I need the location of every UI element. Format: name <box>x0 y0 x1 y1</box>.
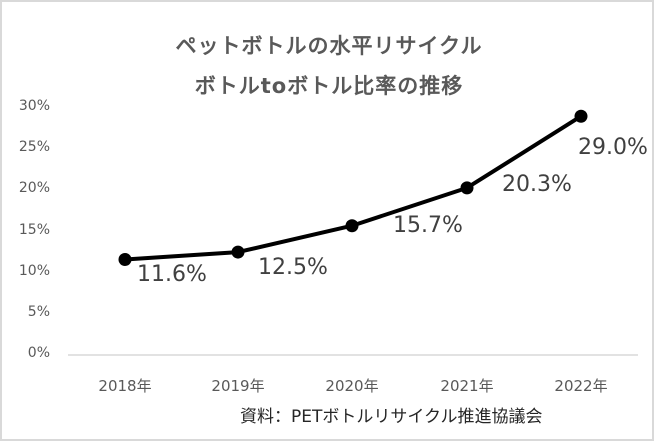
x-tick-2022: 2022年 <box>554 377 608 395</box>
x-tick-2021: 2021年 <box>440 377 494 395</box>
y-tick-25: 25% <box>18 139 50 155</box>
data-label-2019: 12.5% <box>258 255 328 280</box>
chart-title-line-1: ペットボトルの水平リサイクル <box>175 34 483 58</box>
source-note: 資料：PETボトルリサイクル推進協議会 <box>240 407 543 427</box>
series-markers <box>118 109 588 266</box>
x-tick-2020: 2020年 <box>325 377 379 395</box>
data-label-2022: 29.0% <box>578 135 648 160</box>
data-label-2018: 11.6% <box>137 262 207 287</box>
y-tick-10: 10% <box>18 263 50 279</box>
y-tick-0: 0% <box>27 345 50 361</box>
data-label-2021: 20.3% <box>502 172 572 197</box>
data-point-marker <box>231 245 245 259</box>
y-tick-30: 30% <box>18 98 50 114</box>
y-tick-20: 20% <box>18 180 50 196</box>
data-point-marker <box>345 219 359 233</box>
chart-title-line-2: ボトルtoボトル比率の推移 <box>194 74 464 98</box>
data-point-marker <box>118 252 132 266</box>
y-tick-5: 5% <box>27 304 50 320</box>
data-point-marker <box>574 109 588 123</box>
x-tick-2018: 2018年 <box>98 377 152 395</box>
data-label-2020: 15.7% <box>393 213 463 238</box>
data-point-marker <box>460 181 474 195</box>
x-tick-2019: 2019年 <box>211 377 265 395</box>
y-tick-15: 15% <box>18 222 50 238</box>
